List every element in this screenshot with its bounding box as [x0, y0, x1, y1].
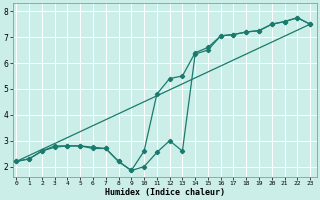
X-axis label: Humidex (Indice chaleur): Humidex (Indice chaleur): [105, 188, 225, 197]
